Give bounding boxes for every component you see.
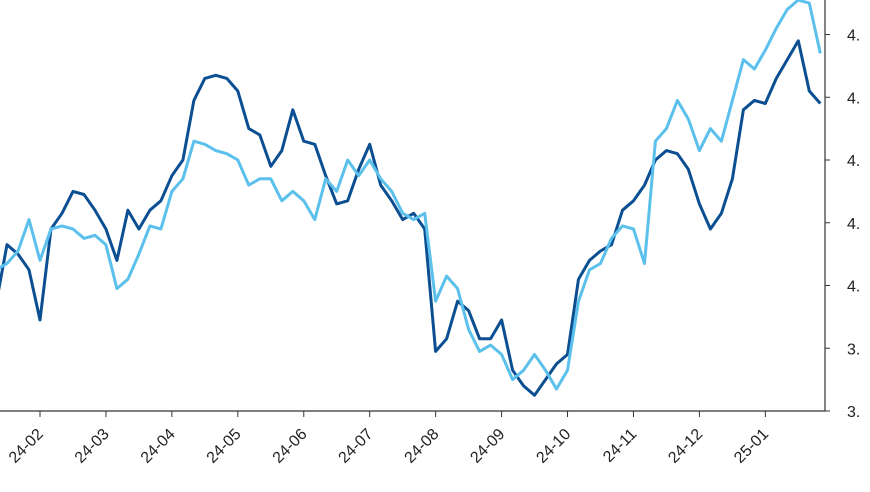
y-tick-label: 4.	[847, 279, 860, 296]
x-tick-label: 24-07	[336, 426, 377, 467]
x-tick-label: 24-06	[270, 426, 311, 467]
x-tick-label: 24-09	[467, 426, 508, 467]
x-tick-label: 24-11	[600, 426, 640, 466]
x-tick-label: 24-10	[533, 426, 574, 467]
x-tick-label: 24-08	[402, 426, 443, 467]
x-tick-label: 24-12	[665, 426, 706, 467]
x-tick-label: 24-05	[204, 426, 245, 467]
x-tick-label: 24-03	[72, 426, 113, 467]
y-tick-label: 4.	[847, 153, 860, 170]
y-tick-label: 3.	[847, 404, 860, 421]
x-tick-label: 24-02	[6, 426, 47, 467]
y-tick-label: 4.	[847, 216, 860, 233]
y-tick-label: 4.	[847, 90, 860, 107]
y-tick-label: 4.	[847, 28, 860, 45]
series-line	[0, 0, 822, 391]
x-tick-label: 24-04	[138, 426, 179, 467]
y-tick-label: 3.	[847, 341, 860, 358]
x-tick-label: 25-01	[731, 426, 772, 467]
